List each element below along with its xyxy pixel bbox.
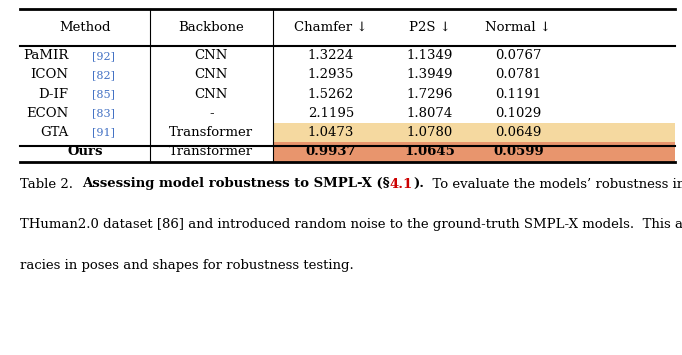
Text: THuman2.0 dataset [86] and introduced random noise to the ground-truth SMPL-X mo: THuman2.0 dataset [86] and introduced ra… xyxy=(20,218,682,231)
Text: To evaluate the models’ robustness in reconstruction, we used the: To evaluate the models’ robustness in re… xyxy=(424,178,682,191)
Text: ECON: ECON xyxy=(26,107,68,120)
Text: 0.0649: 0.0649 xyxy=(495,126,542,139)
Text: GTA: GTA xyxy=(40,126,68,139)
Text: Assessing model robustness to SMPL-X (§: Assessing model robustness to SMPL-X (§ xyxy=(82,178,389,191)
Text: 1.0780: 1.0780 xyxy=(406,126,453,139)
Text: 1.0473: 1.0473 xyxy=(308,126,354,139)
Text: 0.1191: 0.1191 xyxy=(495,88,542,101)
Text: 1.7296: 1.7296 xyxy=(406,88,453,101)
Text: [82]: [82] xyxy=(92,70,115,80)
Text: 1.2935: 1.2935 xyxy=(308,69,354,82)
Text: 1.1349: 1.1349 xyxy=(406,49,453,62)
Text: Chamfer ↓: Chamfer ↓ xyxy=(294,21,368,34)
Text: -: - xyxy=(209,107,213,120)
Bar xyxy=(273,123,675,142)
Text: PaMIR: PaMIR xyxy=(23,49,68,62)
Text: 2.1195: 2.1195 xyxy=(308,107,354,120)
Text: 4.1: 4.1 xyxy=(389,178,413,191)
Bar xyxy=(273,142,675,162)
Text: 0.0781: 0.0781 xyxy=(495,69,542,82)
Text: 0.9937: 0.9937 xyxy=(306,146,356,158)
Text: D-IF: D-IF xyxy=(38,88,68,101)
Text: CNN: CNN xyxy=(195,88,228,101)
Text: Transformer: Transformer xyxy=(169,146,254,158)
Text: Transformer: Transformer xyxy=(169,126,254,139)
Text: CNN: CNN xyxy=(195,49,228,62)
Text: [83]: [83] xyxy=(92,108,115,119)
Text: ICON: ICON xyxy=(30,69,68,82)
Text: Normal ↓: Normal ↓ xyxy=(486,21,551,34)
Text: racies in poses and shapes for robustness testing.: racies in poses and shapes for robustnes… xyxy=(20,259,354,272)
Text: Ours: Ours xyxy=(68,146,103,158)
Text: 0.1029: 0.1029 xyxy=(495,107,542,120)
Text: Backbone: Backbone xyxy=(179,21,244,34)
Text: 1.3949: 1.3949 xyxy=(406,69,453,82)
Text: Method: Method xyxy=(59,21,111,34)
Text: [92]: [92] xyxy=(92,51,115,61)
Text: 0.0599: 0.0599 xyxy=(493,146,544,158)
Text: ).: ). xyxy=(413,178,424,191)
Text: 0.0767: 0.0767 xyxy=(495,49,542,62)
Text: 1.5262: 1.5262 xyxy=(308,88,354,101)
Text: [85]: [85] xyxy=(92,89,115,99)
Text: P2S ↓: P2S ↓ xyxy=(409,21,451,34)
Text: [91]: [91] xyxy=(92,128,115,138)
Text: Table 2.: Table 2. xyxy=(20,178,82,191)
Text: 1.3224: 1.3224 xyxy=(308,49,354,62)
Text: CNN: CNN xyxy=(195,69,228,82)
Text: 1.0645: 1.0645 xyxy=(404,146,455,158)
Text: 1.8074: 1.8074 xyxy=(406,107,453,120)
